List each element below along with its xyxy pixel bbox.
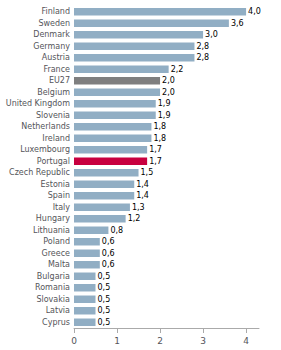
svg-text:1,9: 1,9	[158, 111, 171, 120]
svg-text:3,6: 3,6	[231, 19, 244, 28]
svg-text:Sweden: Sweden	[38, 19, 70, 28]
svg-text:Poland: Poland	[43, 237, 70, 246]
svg-text:France: France	[43, 65, 70, 74]
svg-text:1,4: 1,4	[136, 180, 149, 189]
svg-text:United Kingdom: United Kingdom	[6, 99, 70, 108]
svg-text:0: 0	[71, 336, 77, 346]
svg-text:Slovenia: Slovenia	[36, 111, 70, 120]
svg-text:2: 2	[157, 336, 163, 346]
svg-text:Greece: Greece	[42, 249, 71, 258]
svg-text:1: 1	[114, 336, 120, 346]
svg-text:1,5: 1,5	[141, 168, 154, 177]
svg-text:2,2: 2,2	[171, 65, 184, 74]
svg-text:0,5: 0,5	[98, 283, 111, 292]
svg-text:Hungary: Hungary	[36, 214, 70, 223]
svg-text:1,8: 1,8	[153, 122, 166, 131]
svg-text:EU27: EU27	[49, 76, 70, 85]
svg-text:Finland: Finland	[41, 7, 70, 16]
svg-text:0,5: 0,5	[98, 295, 111, 304]
svg-text:2,8: 2,8	[196, 42, 209, 51]
svg-text:1,4: 1,4	[136, 191, 149, 200]
svg-text:Latvia: Latvia	[46, 306, 70, 315]
svg-text:Ireland: Ireland	[42, 134, 70, 143]
svg-text:Austria: Austria	[42, 53, 70, 62]
svg-text:Malta: Malta	[48, 260, 70, 269]
svg-text:0,6: 0,6	[102, 237, 115, 246]
svg-text:1,8: 1,8	[153, 134, 166, 143]
svg-text:Germany: Germany	[33, 42, 70, 51]
svg-text:Netherlands: Netherlands	[21, 122, 70, 131]
svg-text:Spain: Spain	[48, 191, 70, 200]
svg-text:2,8: 2,8	[196, 53, 209, 62]
svg-text:Belgium: Belgium	[37, 88, 70, 97]
svg-text:1,3: 1,3	[132, 203, 145, 212]
svg-text:0,5: 0,5	[98, 272, 111, 281]
svg-text:0,6: 0,6	[102, 260, 115, 269]
svg-text:Luxembourg: Luxembourg	[20, 145, 70, 154]
svg-text:1,9: 1,9	[158, 99, 171, 108]
svg-text:0,6: 0,6	[102, 249, 115, 258]
svg-text:1,7: 1,7	[149, 145, 162, 154]
svg-text:0,5: 0,5	[98, 306, 111, 315]
svg-text:Italy: Italy	[53, 203, 71, 212]
svg-text:Denmark: Denmark	[33, 30, 70, 39]
svg-text:4,0: 4,0	[248, 7, 261, 16]
svg-text:2,0: 2,0	[162, 88, 175, 97]
svg-text:Bulgaria: Bulgaria	[37, 272, 70, 281]
svg-text:3: 3	[200, 336, 206, 346]
svg-text:1,7: 1,7	[149, 157, 162, 166]
svg-text:4: 4	[243, 336, 249, 346]
svg-text:3,0: 3,0	[205, 30, 218, 39]
svg-text:Lithuania: Lithuania	[33, 226, 70, 235]
svg-text:0,8: 0,8	[110, 226, 123, 235]
svg-text:Slovakia: Slovakia	[36, 295, 70, 304]
svg-text:0,5: 0,5	[98, 318, 111, 327]
svg-text:Estonia: Estonia	[41, 180, 71, 189]
svg-text:Portugal: Portugal	[37, 157, 70, 166]
svg-text:1,2: 1,2	[128, 214, 141, 223]
svg-text:Romania: Romania	[35, 283, 70, 292]
svg-text:Cyprus: Cyprus	[42, 318, 70, 327]
svg-text:Czech Republic: Czech Republic	[9, 168, 70, 177]
svg-text:2,0: 2,0	[162, 76, 175, 85]
